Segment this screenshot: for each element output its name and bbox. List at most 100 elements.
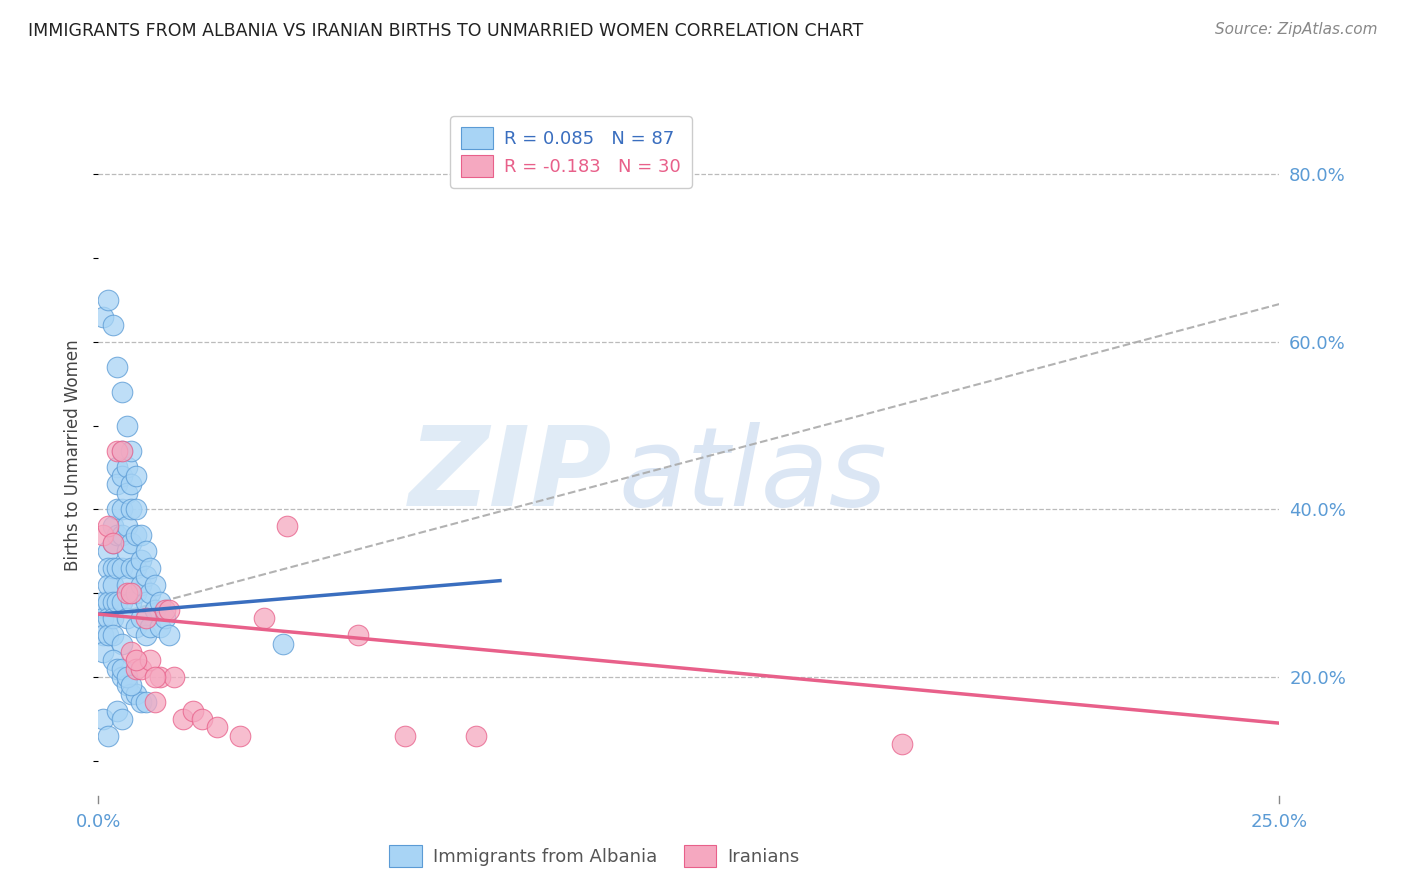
Point <box>129 552 152 566</box>
Point <box>97 628 120 642</box>
Point <box>125 653 148 667</box>
Point <box>111 712 134 726</box>
Point <box>172 712 194 726</box>
Point <box>121 678 143 692</box>
Point <box>97 519 120 533</box>
Point <box>91 645 114 659</box>
Point <box>91 628 114 642</box>
Point <box>91 611 114 625</box>
Point <box>394 729 416 743</box>
Point <box>125 687 148 701</box>
Point <box>153 603 176 617</box>
Point <box>121 561 143 575</box>
Point <box>115 578 138 592</box>
Point <box>91 310 114 324</box>
Point <box>129 662 152 676</box>
Point <box>121 502 143 516</box>
Point <box>111 662 134 676</box>
Point <box>97 729 120 743</box>
Point <box>143 695 166 709</box>
Point <box>105 502 128 516</box>
Point <box>129 695 152 709</box>
Point <box>101 561 124 575</box>
Point <box>121 687 143 701</box>
Point <box>91 594 114 608</box>
Point <box>101 628 124 642</box>
Point <box>125 502 148 516</box>
Point <box>125 620 148 634</box>
Point <box>139 586 162 600</box>
Point <box>111 443 134 458</box>
Point <box>129 527 152 541</box>
Point <box>890 737 912 751</box>
Point <box>229 729 252 743</box>
Point <box>149 670 172 684</box>
Point <box>121 586 143 600</box>
Point <box>115 460 138 475</box>
Text: ZIP: ZIP <box>409 422 612 529</box>
Point <box>157 628 180 642</box>
Point <box>163 670 186 684</box>
Point <box>143 603 166 617</box>
Point <box>101 611 124 625</box>
Point <box>111 502 134 516</box>
Point <box>97 594 120 608</box>
Point <box>129 611 152 625</box>
Point <box>101 536 124 550</box>
Point <box>115 670 138 684</box>
Point <box>121 594 143 608</box>
Point <box>115 678 138 692</box>
Point <box>139 653 162 667</box>
Point <box>115 544 138 558</box>
Point <box>253 611 276 625</box>
Point <box>153 611 176 625</box>
Point <box>271 636 294 650</box>
Point <box>105 704 128 718</box>
Point <box>157 603 180 617</box>
Point <box>135 569 157 583</box>
Text: atlas: atlas <box>619 422 887 529</box>
Point <box>205 720 228 734</box>
Point <box>125 586 148 600</box>
Point <box>101 578 124 592</box>
Point <box>135 695 157 709</box>
Point <box>121 477 143 491</box>
Point <box>105 662 128 676</box>
Point <box>125 561 148 575</box>
Point <box>139 620 162 634</box>
Point <box>121 443 143 458</box>
Point <box>115 519 138 533</box>
Point <box>139 561 162 575</box>
Point <box>121 645 143 659</box>
Point <box>465 729 488 743</box>
Point <box>111 443 134 458</box>
Point <box>135 611 157 625</box>
Point <box>111 636 134 650</box>
Point <box>101 594 124 608</box>
Point <box>125 468 148 483</box>
Point <box>101 536 124 550</box>
Text: Source: ZipAtlas.com: Source: ZipAtlas.com <box>1215 22 1378 37</box>
Point <box>143 578 166 592</box>
Point <box>276 519 298 533</box>
Point <box>111 468 134 483</box>
Point <box>125 662 148 676</box>
Point <box>111 385 134 400</box>
Point <box>97 578 120 592</box>
Point <box>115 418 138 433</box>
Point <box>115 611 138 625</box>
Point <box>111 561 134 575</box>
Point <box>181 704 204 718</box>
Point <box>91 527 114 541</box>
Point <box>105 460 128 475</box>
Point <box>105 359 128 374</box>
Point <box>105 561 128 575</box>
Point <box>97 293 120 307</box>
Point <box>149 620 172 634</box>
Point <box>101 318 124 332</box>
Point <box>105 594 128 608</box>
Point <box>115 586 138 600</box>
Point <box>125 527 148 541</box>
Point <box>135 594 157 608</box>
Point <box>105 527 128 541</box>
